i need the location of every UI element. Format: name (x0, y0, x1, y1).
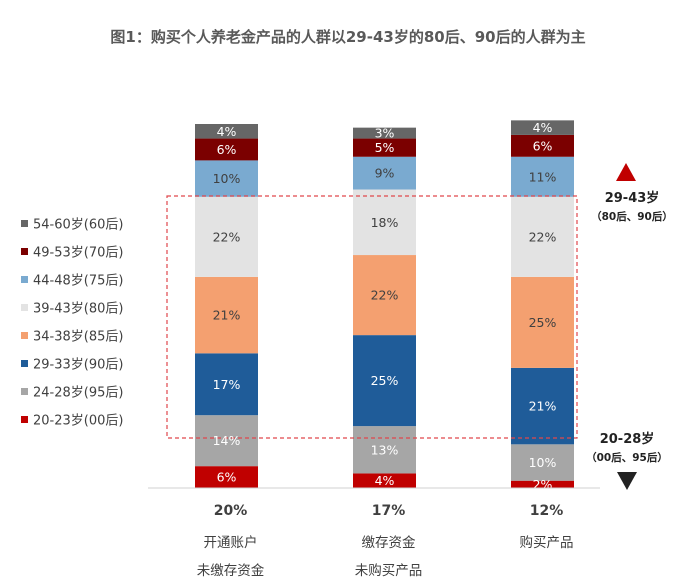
bar-segment (195, 138, 258, 161)
bar-value-label: 6% (217, 470, 237, 485)
category-percent: 17% (372, 503, 406, 519)
bar-segment (511, 156, 574, 197)
bar-segment (511, 367, 574, 445)
annotations: 29-43岁 （80后、90后） 20-28岁 （00后、95后） (586, 163, 673, 490)
legend-item: 20-23岁(00后) (21, 414, 123, 429)
bar-segment (511, 120, 574, 135)
annotation-up-line2: （80后、90后） (591, 210, 673, 223)
legend-item: 24-28岁(95后) (21, 386, 123, 401)
legend-swatch (21, 416, 28, 423)
bar-value-label: 25% (371, 373, 399, 388)
legend: 54-60岁(60后) 49-53岁(70后) 44-48岁(75后) 39-43岁(… (21, 218, 123, 429)
down-triangle-icon (617, 472, 637, 490)
bar-segment (195, 124, 258, 139)
bar-value-label: 6% (217, 142, 237, 157)
bar-value-label: 21% (213, 308, 241, 323)
legend-label: 24-28岁(95后) (33, 386, 123, 401)
legend-item: 34-38岁(85后) (21, 330, 123, 345)
bar-labels: 6% 14% 17% 21% 22% 10% 6% 4% 4% 13% 25% 22% 18% 9% 5%3… (213, 120, 557, 492)
bar-value-label: 14% (213, 433, 241, 448)
legend-swatch (21, 388, 28, 395)
legend-swatch (21, 360, 28, 367)
bar-value-label: 10% (213, 171, 241, 186)
bar-segment (353, 138, 416, 157)
bar-segment (195, 160, 258, 197)
legend-swatch (21, 304, 28, 311)
category-percent: 12% (530, 503, 564, 519)
legend-swatch (21, 220, 28, 227)
bar-segment (511, 480, 574, 488)
bar-value-label: 11% (529, 169, 557, 184)
legend-item: 29-33岁(90后) (21, 358, 123, 373)
legend-item: 49-53岁(70后) (21, 246, 123, 261)
bar-segment (195, 415, 258, 467)
category-label-line2: 未购买产品 (355, 563, 423, 579)
chart-title: 图1：购买个人养老金产品的人群以29-43岁的80后、90后的人群为主 (110, 28, 585, 46)
bar-segment (353, 189, 416, 256)
legend-item: 44-48岁(75后) (21, 274, 123, 289)
category-label-line1: 开通账户 (204, 534, 258, 551)
legend-swatch (21, 276, 28, 283)
bar-value-label: 4% (217, 124, 237, 139)
bar-value-label: 4% (533, 120, 553, 135)
bar-segment (353, 473, 416, 488)
annotation-down-line2: （00后、95后） (586, 451, 668, 464)
legend-label: 20-23岁(00后) (33, 414, 123, 429)
bar-segment (511, 276, 574, 368)
legend-label: 34-38岁(85后) (33, 330, 123, 345)
bar-value-label: 2% (533, 477, 553, 492)
legend-label: 44-48岁(75后) (33, 274, 123, 289)
legend-label: 54-60岁(60后) (33, 218, 123, 233)
up-triangle-icon (616, 163, 636, 181)
bars (166, 120, 578, 488)
legend-item: 39-43岁(80后) (21, 302, 123, 317)
legend-label: 39-43岁(80后) (33, 302, 123, 317)
bar-segment (195, 276, 258, 354)
bar-segment (353, 335, 416, 427)
bar-value-label: 17% (213, 377, 241, 392)
bar-value-label: 3% (375, 126, 395, 141)
bar-segment (195, 466, 258, 488)
bar-value-label: 5% (375, 140, 395, 155)
bar-segment (511, 444, 574, 481)
bar-segment (353, 255, 416, 336)
bar-segment (353, 156, 416, 190)
bar-value-label: 4% (375, 473, 395, 488)
bar-value-label: 25% (529, 315, 557, 330)
bar-segment (511, 196, 574, 277)
bar-value-label: 18% (371, 215, 399, 230)
category-label-line1: 缴存资金 (362, 535, 416, 551)
bar-value-label: 10% (529, 455, 557, 470)
bar-value-label: 13% (371, 442, 399, 457)
legend-swatch (21, 248, 28, 255)
bar-segment (511, 134, 574, 157)
bar-value-label: 6% (533, 138, 553, 153)
legend-swatch (21, 332, 28, 339)
annotation-down-line1: 20-28岁 (600, 431, 655, 447)
bar-segment (353, 426, 416, 474)
bar-value-label: 22% (371, 288, 399, 303)
bar-segment (353, 127, 416, 139)
bar-value-label: 9% (375, 166, 395, 181)
legend-item: 54-60岁(60后) (21, 218, 123, 233)
legend-label: 49-53岁(70后) (33, 246, 123, 261)
legend-label: 29-33岁(90后) (33, 358, 123, 373)
annotation-up-line1: 29-43岁 (605, 190, 660, 206)
bar-segment (195, 353, 258, 416)
bar-value-label: 21% (529, 399, 557, 414)
bar-value-label: 22% (529, 229, 557, 244)
category-label-line1: 购买产品 (520, 535, 574, 551)
category-label-line2: 未缴存资金 (197, 563, 265, 579)
highlight-box (166, 195, 578, 439)
bar-value-label: 22% (213, 229, 241, 244)
category-percent: 20% (214, 503, 248, 519)
bar-segment (195, 196, 258, 277)
